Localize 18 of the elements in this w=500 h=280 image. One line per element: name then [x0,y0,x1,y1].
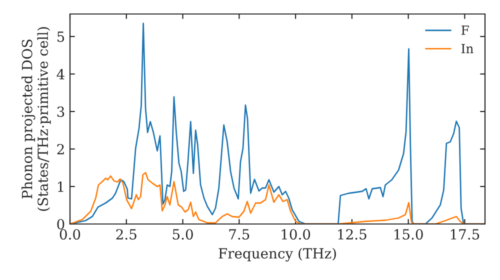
y-tick-label: 2 [57,144,64,154]
x-tick-label: 10.0 [282,229,310,240]
y-axis-title: Phonon projected DOS (States/THz·primitive cell) [22,27,51,211]
x-tick-label: 12.5 [338,229,366,240]
x-tick-label: 17.5 [450,229,480,240]
y-tick-label: 1 [58,181,64,192]
y-tick-label: 4 [56,68,64,80]
legend-label: In [461,44,474,54]
x-tick-label: 0.0 [60,229,80,240]
x-tick-label: 5.0 [172,229,193,240]
x-axis-title: Frequency (THz) [218,248,336,262]
legend-label: F [461,26,469,35]
y-tick-label: 0 [57,218,64,230]
y-tick-label: 3 [57,106,64,117]
x-tick-label: 15.0 [394,229,423,240]
x-tick-label: 7.5 [229,229,250,240]
x-tick-label: 2.5 [116,229,136,240]
y-tick-label: 5 [57,32,64,42]
